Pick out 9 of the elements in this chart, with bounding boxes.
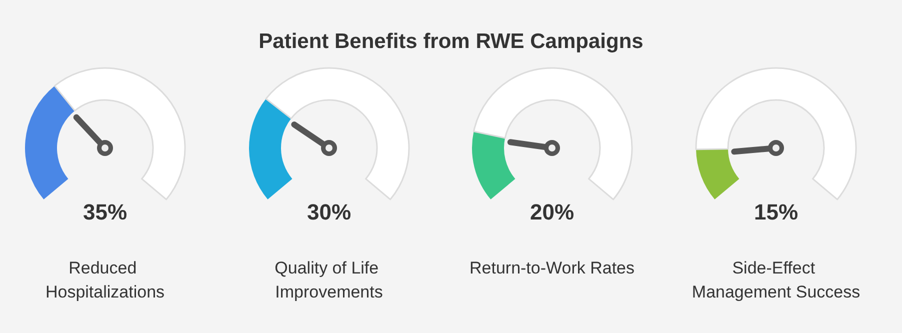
text: 35% — [82, 200, 128, 224]
text: 20% — [530, 200, 574, 224]
text: Patient Benefits from RWE Campaigns — [258, 30, 644, 54]
text: Side-Effect Management Success — [691, 258, 860, 302]
text: 15% — [753, 200, 798, 224]
text: Reduced Hospitalizations — [45, 258, 165, 302]
text: Return-to-Work Rates — [469, 258, 635, 278]
text: 30% — [306, 200, 351, 224]
text: Quality of Life Improvements — [274, 258, 383, 302]
